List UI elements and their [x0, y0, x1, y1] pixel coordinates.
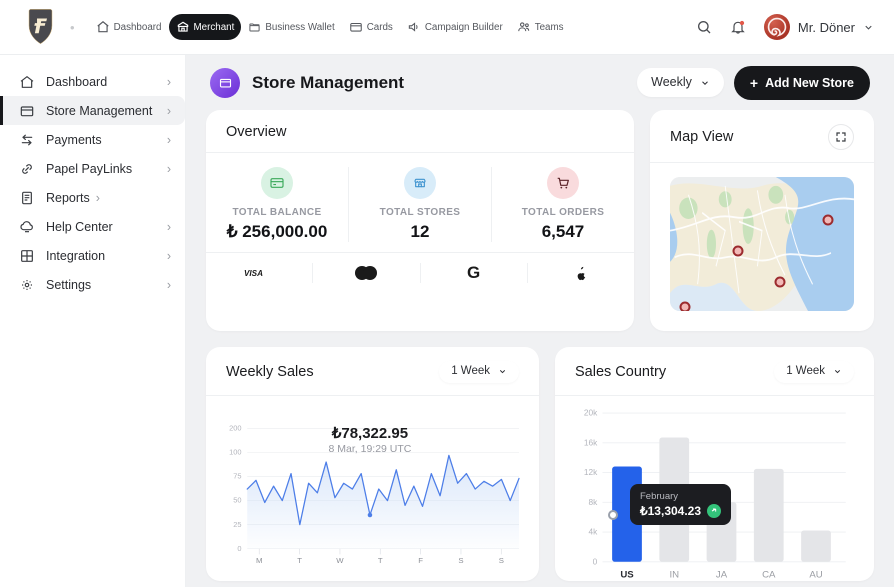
svg-text:8k: 8k — [588, 496, 598, 506]
svg-text:100: 100 — [229, 447, 241, 456]
svg-text:US: US — [620, 569, 634, 580]
svg-text:W: W — [336, 555, 344, 564]
svg-text:F: F — [418, 555, 423, 564]
svg-text:VISA: VISA — [244, 269, 263, 278]
svg-text:12k: 12k — [584, 467, 598, 477]
svg-text:S: S — [458, 555, 463, 564]
svg-text:S: S — [499, 555, 504, 564]
svg-text:25: 25 — [233, 519, 241, 528]
svg-text:16k: 16k — [584, 437, 598, 447]
svg-text:75: 75 — [233, 471, 241, 480]
svg-text:AU: AU — [809, 569, 822, 580]
svg-text:0: 0 — [593, 556, 598, 566]
svg-text:M: M — [256, 555, 262, 564]
svg-text:4k: 4k — [588, 526, 598, 536]
svg-text:T: T — [378, 555, 383, 564]
svg-text:50: 50 — [233, 495, 241, 504]
svg-text:T: T — [297, 555, 302, 564]
svg-text:0: 0 — [237, 543, 241, 552]
svg-text:200: 200 — [229, 423, 241, 432]
svg-text:IN: IN — [669, 569, 679, 580]
svg-text:20k: 20k — [584, 407, 598, 417]
svg-text:JA: JA — [716, 569, 728, 580]
svg-text:CA: CA — [762, 569, 776, 580]
